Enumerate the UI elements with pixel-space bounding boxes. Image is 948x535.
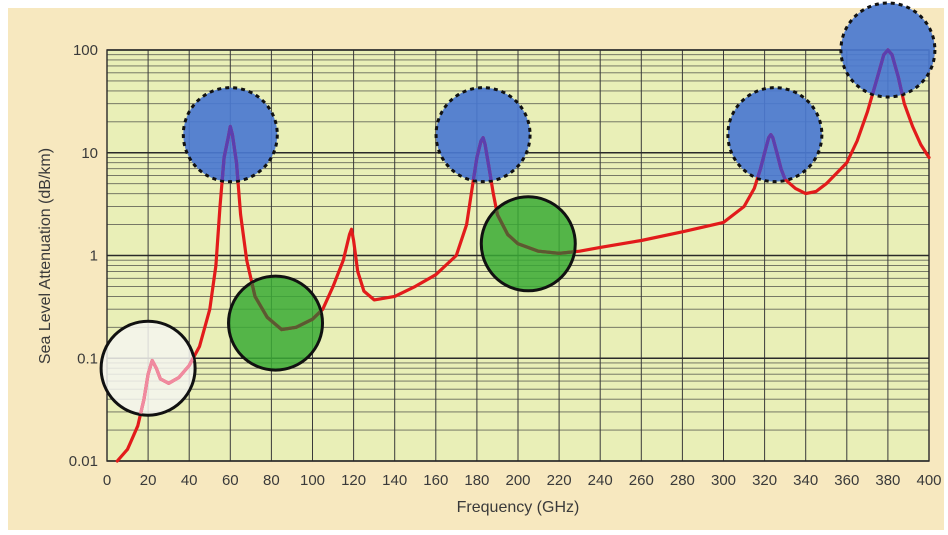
x-tick-label: 20 [140, 472, 157, 489]
curve-segment-in-circle [437, 88, 530, 181]
x-tick-label: 260 [629, 472, 654, 489]
x-tick-label: 0 [103, 472, 111, 489]
absorption-peak-circle [436, 87, 531, 182]
plot-border [106, 49, 930, 462]
highlight-circle-outline [479, 195, 577, 293]
highlight-overlays [99, 1, 937, 417]
highlight-circle-outline [434, 86, 532, 184]
highlight-circle-outline [181, 86, 279, 184]
highlight-circle-outline [839, 1, 937, 99]
x-tick-label: 320 [752, 472, 777, 489]
x-tick-label: 40 [181, 472, 198, 489]
y-tick-label: 0.01 [69, 453, 98, 470]
y-tick-label: 100 [73, 42, 98, 59]
x-tick-label: 200 [505, 472, 530, 489]
transmission-window-circle [101, 321, 196, 416]
y-tick-label: 10 [81, 145, 98, 162]
x-tick-label: 240 [588, 472, 613, 489]
x-tick-label: 400 [916, 472, 941, 489]
highlight-circle-outline [99, 319, 197, 417]
highlight-circle-outline [227, 274, 325, 372]
y-tick-label: 0.1 [77, 350, 98, 367]
transmission-window-circle [481, 196, 576, 291]
y-tick-labels: 0.01 0.1 1 10 100 [69, 42, 98, 470]
highlight-circle-outline [726, 86, 824, 184]
x-tick-label: 160 [423, 472, 448, 489]
x-tick-label: 100 [300, 472, 325, 489]
x-tick-label: 140 [382, 472, 407, 489]
x-tick-label: 280 [670, 472, 695, 489]
x-tick-label: 360 [834, 472, 859, 489]
x-tick-label: 300 [711, 472, 736, 489]
absorption-peak-circle [727, 87, 822, 182]
x-tick-label: 220 [547, 472, 572, 489]
x-tick-labels: 0 20 40 60 80 100 120 140 160 180 200 220 240 260 280 3… [103, 472, 942, 489]
x-tick-label: 120 [341, 472, 366, 489]
y-tick-label: 1 [90, 248, 98, 265]
x-tick-label: 180 [464, 472, 489, 489]
x-tick-label: 340 [793, 472, 818, 489]
x-tick-label: 380 [875, 472, 900, 489]
y-axis-title: Sea Level Attenuation (dB/km) [37, 148, 54, 364]
x-tick-label: 80 [263, 472, 280, 489]
x-axis-title: Frequency (GHz) [457, 499, 580, 516]
x-tick-label: 60 [222, 472, 239, 489]
